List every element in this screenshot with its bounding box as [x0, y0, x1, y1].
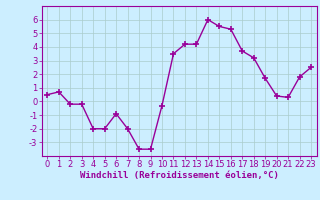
X-axis label: Windchill (Refroidissement éolien,°C): Windchill (Refroidissement éolien,°C): [80, 171, 279, 180]
